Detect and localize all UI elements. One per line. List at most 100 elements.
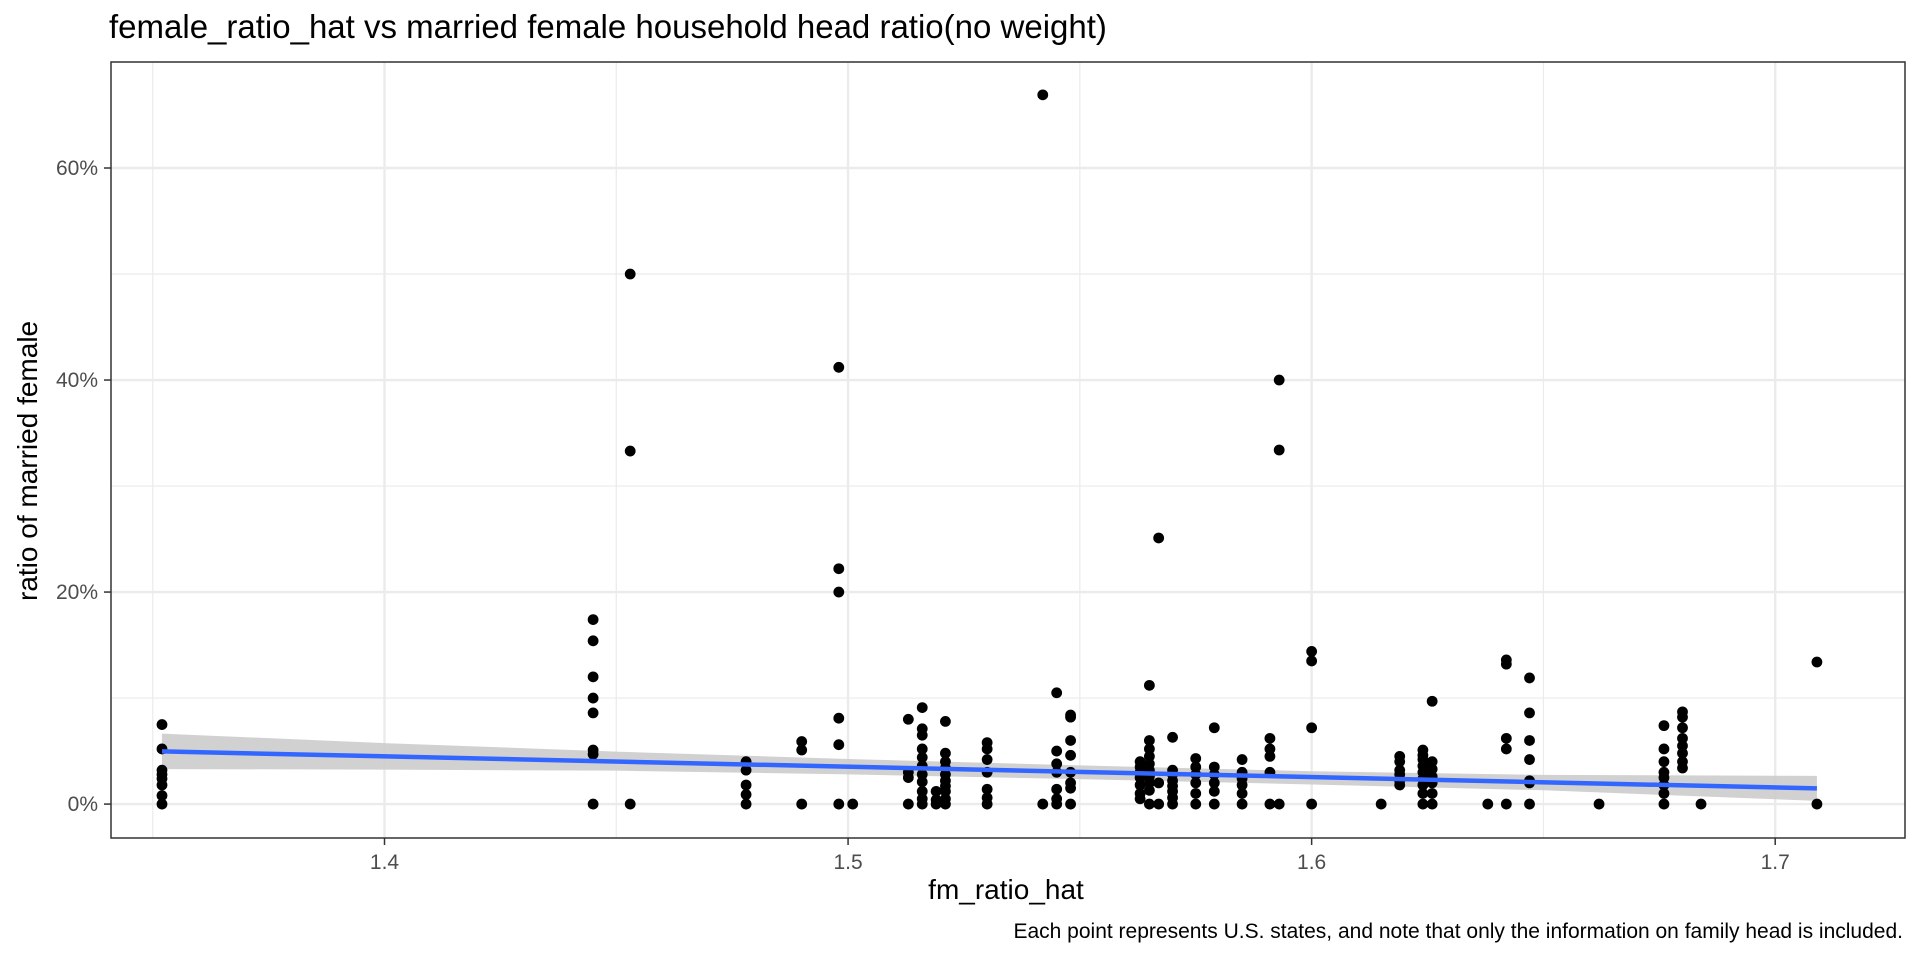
scatter-point bbox=[1134, 779, 1146, 791]
chart-title: female_ratio_hat vs married female house… bbox=[109, 8, 1107, 45]
scatter-point bbox=[916, 776, 928, 788]
scatter-point bbox=[1394, 756, 1406, 768]
scatter-point bbox=[1208, 722, 1220, 734]
scatter-point bbox=[1482, 798, 1494, 810]
scatter-point bbox=[587, 692, 599, 704]
scatter-point bbox=[1658, 788, 1670, 799]
scatter-point bbox=[1065, 749, 1076, 761]
scatter-point bbox=[833, 586, 845, 598]
scatter-point bbox=[1417, 779, 1429, 791]
scatter-point bbox=[587, 748, 599, 760]
scatter-point bbox=[833, 361, 845, 373]
scatter-point bbox=[1236, 754, 1248, 765]
scatter-point bbox=[1306, 798, 1318, 810]
scatter-point bbox=[1658, 772, 1670, 783]
scatter-point bbox=[156, 790, 168, 801]
scatter-point bbox=[930, 785, 942, 797]
scatter-point bbox=[740, 764, 752, 776]
scatter-point bbox=[624, 798, 636, 810]
y-tick-label: 60% bbox=[56, 157, 98, 180]
scatter-point bbox=[902, 798, 914, 810]
scatter-point bbox=[1524, 707, 1535, 719]
scatter-point bbox=[156, 779, 168, 791]
scatter-point bbox=[1417, 788, 1429, 799]
scatter-point bbox=[1273, 374, 1285, 386]
scatter-point bbox=[1524, 672, 1535, 684]
scatter-point bbox=[1264, 750, 1276, 762]
scatter-point bbox=[1677, 747, 1688, 759]
scatter-point bbox=[1236, 788, 1248, 799]
scatter-point bbox=[1375, 798, 1387, 810]
scatter-point bbox=[902, 772, 914, 783]
scatter-point bbox=[833, 798, 845, 810]
scatter-point bbox=[981, 754, 993, 765]
panel-background bbox=[111, 62, 1905, 838]
scatter-point bbox=[1677, 740, 1688, 752]
scatter-point bbox=[1524, 798, 1535, 810]
scatter-point bbox=[1658, 798, 1670, 810]
scatter-point bbox=[916, 702, 928, 714]
scatter-point bbox=[587, 614, 599, 626]
scatter-point bbox=[1426, 695, 1438, 707]
scatter-point bbox=[1658, 756, 1670, 768]
scatter-point bbox=[902, 713, 914, 725]
scatter-point bbox=[1811, 656, 1823, 668]
scatter-point bbox=[1065, 735, 1076, 746]
scatter-point bbox=[1695, 798, 1707, 810]
scatter-point bbox=[1500, 658, 1512, 670]
scatter-point bbox=[1677, 762, 1688, 774]
scatter-point bbox=[1143, 784, 1155, 796]
scatter-point bbox=[1264, 743, 1276, 755]
scatter-point bbox=[1134, 793, 1146, 805]
scatter-point bbox=[981, 743, 993, 755]
scatter-point bbox=[1143, 743, 1155, 755]
scatter-point bbox=[1143, 735, 1155, 746]
scatter-point bbox=[1190, 788, 1202, 799]
scatter-point bbox=[847, 798, 859, 810]
scatter-point bbox=[1264, 732, 1276, 744]
x-tick-label: 1.6 bbox=[1297, 851, 1326, 874]
scatter-point bbox=[1273, 798, 1285, 810]
scatter-point bbox=[1417, 798, 1429, 810]
y-tick-label: 0% bbox=[68, 793, 98, 816]
panel-border bbox=[110, 61, 1906, 839]
scatter-point bbox=[1677, 722, 1688, 734]
scatter-point bbox=[1143, 777, 1155, 789]
scatter-point bbox=[1306, 646, 1318, 657]
scatter-point bbox=[1500, 798, 1512, 810]
scatter-point bbox=[796, 736, 808, 747]
x-axis-label: fm_ratio_hat bbox=[928, 874, 1084, 905]
scatter-point bbox=[981, 798, 993, 810]
scatter-point bbox=[1208, 777, 1220, 789]
scatter-point bbox=[1065, 711, 1076, 723]
scatter-point bbox=[1426, 788, 1438, 799]
scatter-point bbox=[1811, 798, 1823, 810]
scatter-point bbox=[1051, 758, 1063, 770]
scatter-point bbox=[1190, 761, 1202, 773]
scatter-point bbox=[740, 779, 752, 791]
scatter-point bbox=[1500, 743, 1512, 755]
scatter-points bbox=[156, 89, 1823, 810]
scatter-point bbox=[981, 783, 993, 795]
y-tick-label: 20% bbox=[56, 581, 98, 604]
scatter-point bbox=[1658, 720, 1670, 732]
scatter-point bbox=[1208, 798, 1220, 810]
scatter-point bbox=[587, 671, 599, 683]
scatter-point bbox=[1167, 798, 1178, 810]
scatter-point bbox=[916, 785, 928, 797]
scatter-point bbox=[1190, 753, 1202, 764]
scatter-point bbox=[740, 798, 752, 810]
scatter-point bbox=[1065, 798, 1076, 810]
scatter-point bbox=[587, 707, 599, 719]
scatter-point bbox=[156, 798, 168, 810]
y-tick-label: 40% bbox=[56, 369, 98, 392]
scatter-point bbox=[1273, 444, 1285, 456]
scatter-point bbox=[1037, 89, 1049, 101]
x-tick-label: 1.5 bbox=[833, 851, 862, 874]
scatter-point bbox=[1153, 798, 1165, 810]
scatter-point bbox=[940, 715, 951, 727]
scatter-point bbox=[916, 743, 928, 755]
scatter-point bbox=[1153, 777, 1165, 789]
scatter-point bbox=[1524, 735, 1535, 746]
